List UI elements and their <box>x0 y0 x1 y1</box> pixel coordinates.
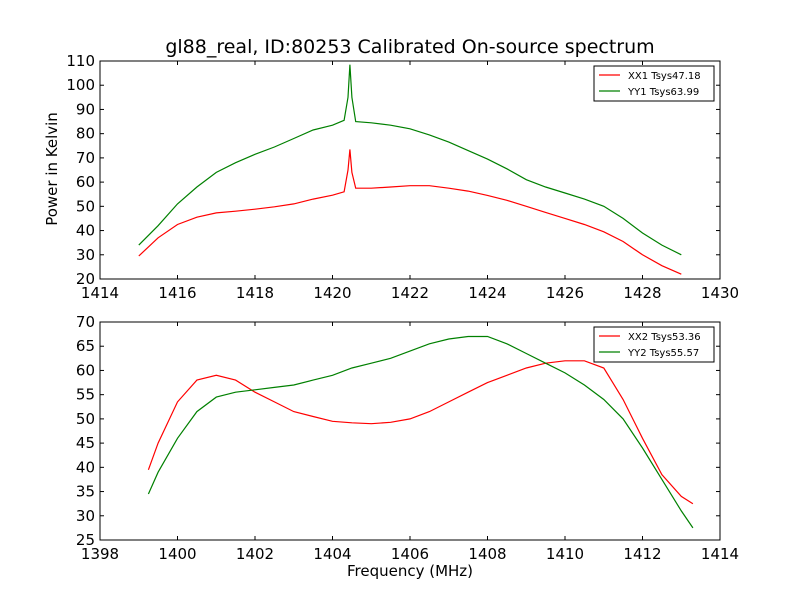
y-tick-label: 100 <box>66 76 95 94</box>
y-tick-label: 30 <box>76 246 95 264</box>
y-tick-label: 70 <box>76 149 95 167</box>
legend-label: XX1 Tsys47.18 <box>628 71 701 82</box>
y-tick-label: 50 <box>76 410 95 428</box>
y-tick-label: 65 <box>76 337 95 355</box>
legend-label: YY2 Tsys55.57 <box>627 348 699 359</box>
x-tick-label: 1414 <box>701 545 739 563</box>
y-tick-label: 25 <box>76 531 95 549</box>
x-tick-label: 1408 <box>468 545 506 563</box>
y-tick-label: 55 <box>76 386 95 404</box>
plot-area: 1414 1416 1418 1420 1422 1424 1426 1428 1430 20 30… <box>66 52 739 563</box>
legend-box <box>593 65 715 102</box>
legend-label: YY1 Tsys63.99 <box>627 87 699 98</box>
y-axis-label: Power in Kelvin <box>43 112 61 226</box>
x-tick-label: 1426 <box>546 284 584 302</box>
legend-label: XX2 Tsys53.36 <box>628 332 701 343</box>
y-tick-label: 60 <box>76 173 95 191</box>
x-tick-label: 1424 <box>468 284 506 302</box>
y-tick-label: 20 <box>76 270 95 288</box>
subplot-2: 1398 1400 1402 1404 1406 1408 1410 1412 1414 25 30… <box>76 313 739 563</box>
x-tick-label: 1398 <box>81 545 119 563</box>
chart-title: gl88_real, ID:80253 Calibrated On-source… <box>165 36 654 58</box>
y-tick-label: 40 <box>76 222 95 240</box>
series-line-1 <box>138 149 682 275</box>
x-tick-label: 1428 <box>623 284 661 302</box>
y-tick-label: 50 <box>76 197 95 215</box>
y-tick-label: 30 <box>76 507 95 525</box>
y-tick-label: 40 <box>76 458 95 476</box>
x-tick-label: 1414 <box>81 284 119 302</box>
x-tick-label: 1402 <box>236 545 274 563</box>
series-line-1 <box>147 360 694 505</box>
x-tick-label: 1410 <box>546 545 584 563</box>
x-axis-label: Frequency (MHz) <box>347 562 473 580</box>
series-line-2 <box>147 335 694 529</box>
y-tick-label: 60 <box>76 361 95 379</box>
x-tick-label: 1400 <box>158 545 196 563</box>
x-tick-label: 1404 <box>313 545 351 563</box>
x-tick-label: 1412 <box>623 545 661 563</box>
x-tick-label: 1416 <box>158 284 196 302</box>
legend-box <box>593 326 715 363</box>
y-tick-label: 45 <box>76 434 95 452</box>
x-tick-label: 1422 <box>391 284 429 302</box>
series-line-2 <box>138 64 682 256</box>
x-tick-label: 1406 <box>391 545 429 563</box>
legend: XX2 Tsys53.36 YY2 Tsys55.57 <box>593 326 715 363</box>
y-tick-label: 35 <box>76 483 95 501</box>
y-tick-label: 110 <box>66 52 95 70</box>
y-tick-label: 80 <box>76 125 95 143</box>
y-tick-label: 90 <box>76 100 95 118</box>
x-tick-label: 1420 <box>313 284 351 302</box>
x-tick-label: 1430 <box>701 284 739 302</box>
subplot-1: 1414 1416 1418 1420 1422 1424 1426 1428 1430 20 30… <box>66 52 739 302</box>
y-tick-label: 70 <box>76 313 95 331</box>
legend: XX1 Tsys47.18 YY1 Tsys63.99 <box>593 65 715 102</box>
x-tick-label: 1418 <box>236 284 274 302</box>
